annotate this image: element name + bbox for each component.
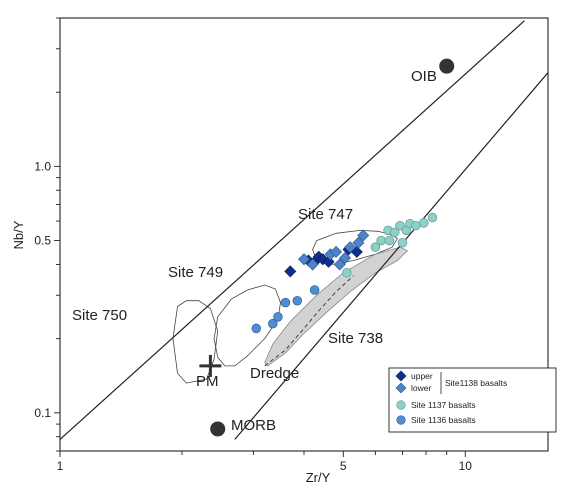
point-lower-9	[357, 229, 370, 242]
point-lower-4	[330, 245, 343, 258]
point-site-1137-basalts-2	[370, 242, 381, 252]
field-label-dredge: Dredge	[250, 365, 299, 382]
boundary-line-2	[234, 72, 548, 440]
point-site-1137-basalts-3	[376, 235, 386, 246]
point-site-1137-basalts-6	[395, 220, 405, 231]
legend-label-upper: upper	[411, 371, 433, 381]
legend-marker-site-1136	[396, 415, 406, 425]
point-site-1136-basalts-4	[280, 297, 291, 308]
x-tick-label-5: 5	[340, 459, 347, 473]
oib-label: OIB	[411, 68, 437, 85]
point-site-1137-basalts-12	[384, 235, 395, 246]
point-site-1136-basalts-5	[292, 295, 303, 306]
field-outline-site-750	[172, 300, 219, 384]
legend-marker-lower	[395, 382, 407, 394]
point-site-1137-basalts-5	[390, 227, 400, 238]
morb-label: MORB	[231, 417, 276, 434]
point-site-1137-basalts-10	[419, 218, 429, 228]
legend-marker-site-1137	[396, 400, 406, 410]
point-lower-1	[298, 253, 310, 266]
x-tick-label-1: 1	[57, 459, 64, 473]
field-label-site-738: Site 738	[328, 330, 383, 347]
y-axis-label: Nb/Y	[11, 220, 26, 249]
legend-marker-upper	[395, 370, 407, 382]
point-site-1136-basalts-1	[251, 323, 262, 334]
y-tick-label-0.1: 0.1	[34, 406, 51, 420]
legend-box	[388, 367, 557, 433]
field-outline-dredge	[264, 275, 354, 367]
field-label-site-747: Site 747	[298, 206, 353, 223]
legend: upper lower Site1138 basalts Site 1137 b…	[388, 367, 557, 433]
field-outline-site-738	[264, 246, 409, 367]
field-label-site-750: Site 750	[72, 307, 127, 324]
point-site-1136-basalts-3	[273, 312, 283, 322]
point-lower-5	[333, 258, 346, 271]
legend-label-lower: lower	[411, 383, 431, 393]
boundary-line-1	[60, 20, 525, 440]
y-tick-label-1.0: 1.0	[34, 159, 51, 173]
field-label-site-749: Site 749	[168, 264, 223, 281]
x-axis-label: Zr/Y	[306, 470, 331, 485]
legend-label-site-1136: Site 1136 basalts	[411, 415, 476, 425]
point-site-1137-basalts-13	[397, 237, 408, 248]
axes: 1 5 10 0.1 0.5 1.0	[34, 17, 473, 473]
point-site-1137-basalts-9	[411, 220, 421, 231]
data-points	[251, 212, 438, 334]
point-upper-1	[284, 265, 297, 278]
legend-label-site-1137: Site 1137 basalts	[411, 400, 476, 410]
compositional-fields	[172, 229, 409, 384]
oib-marker	[439, 58, 455, 74]
point-lower-8	[352, 236, 365, 249]
point-site-1137-basalts-11	[427, 212, 438, 223]
pm-label: PM	[196, 373, 219, 390]
morb-marker	[210, 421, 226, 437]
field-outline-site-749	[213, 284, 281, 367]
point-lower-2	[306, 258, 319, 271]
reference-points	[199, 58, 455, 437]
y-tick-label-0.5: 0.5	[34, 234, 51, 248]
point-lower-6	[339, 251, 352, 264]
point-site-1137-basalts-1	[342, 268, 352, 278]
legend-group-label: Site1138 basalts	[445, 378, 507, 388]
boundary-lines	[60, 20, 548, 440]
point-site-1136-basalts-6	[309, 285, 320, 295]
point-lower-7	[344, 241, 357, 254]
x-tick-label-10: 10	[459, 459, 473, 473]
point-site-1136-basalts-2	[268, 318, 278, 329]
